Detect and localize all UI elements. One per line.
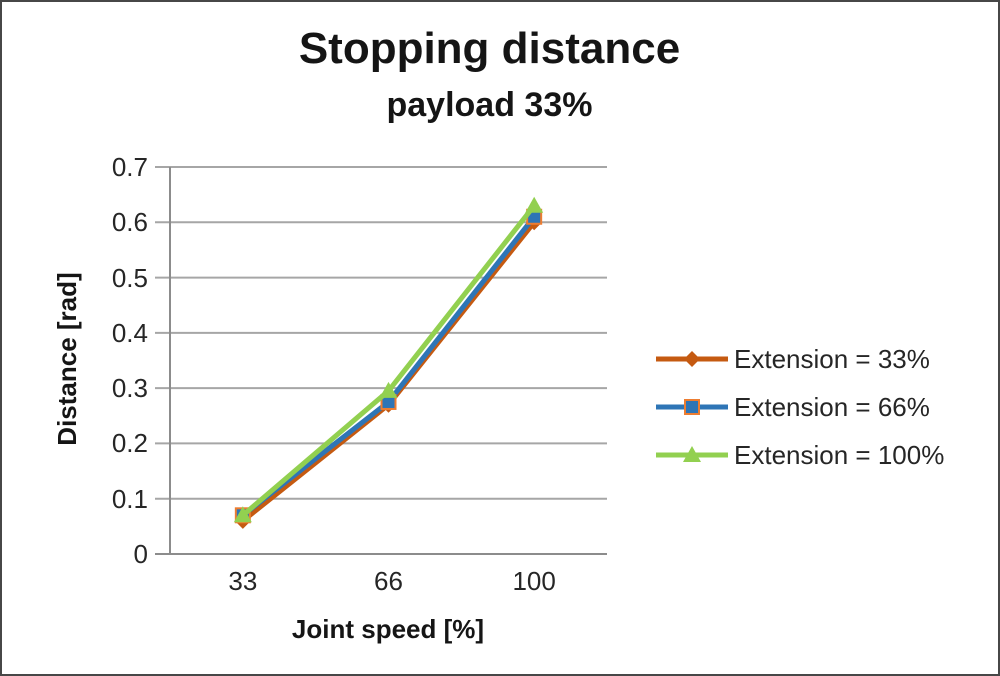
y-tick-label: 0.2	[111, 428, 148, 459]
legend-item: Extension = 66%	[655, 394, 944, 420]
y-axis-title: Distance [rad]	[52, 272, 82, 446]
x-tick-label: 100	[512, 566, 556, 596]
y-tick-label: 0.7	[111, 152, 148, 182]
series-line	[240, 203, 537, 518]
legend-swatch-square-icon	[656, 399, 728, 415]
legend-swatch-triangle-icon	[656, 446, 728, 462]
x-tick-label: 66	[374, 566, 403, 596]
series-marker-triangle	[379, 381, 398, 398]
x-axis-title: Joint speed [%]	[291, 614, 485, 644]
series-marker-triangle	[233, 506, 252, 523]
legend-item: Extension = 33%	[655, 346, 944, 372]
legend-item: Extension = 100%	[655, 442, 944, 468]
y-tick-label: 0.4	[111, 317, 148, 348]
legend-label: Extension = 66%	[734, 392, 930, 422]
y-tick-label: 0.5	[111, 262, 148, 293]
y-tick-label: 0.6	[111, 207, 148, 238]
legend-label: Extension = 33%	[734, 344, 930, 374]
y-tick-label: 0.1	[111, 483, 148, 514]
y-tick-label: 0.3	[111, 373, 148, 404]
chart-title: Stopping distance	[298, 24, 681, 73]
chart-subtitle: payload 33%	[386, 86, 593, 124]
legend-swatch-diamond-icon	[656, 351, 728, 367]
y-tick-label: 0	[133, 539, 148, 569]
legend-label: Extension = 100%	[734, 440, 945, 470]
legend: Extension = 33% Extension = 66% Extension …	[655, 346, 944, 490]
x-tick-label: 33	[228, 566, 258, 596]
series-marker-triangle	[525, 196, 544, 213]
